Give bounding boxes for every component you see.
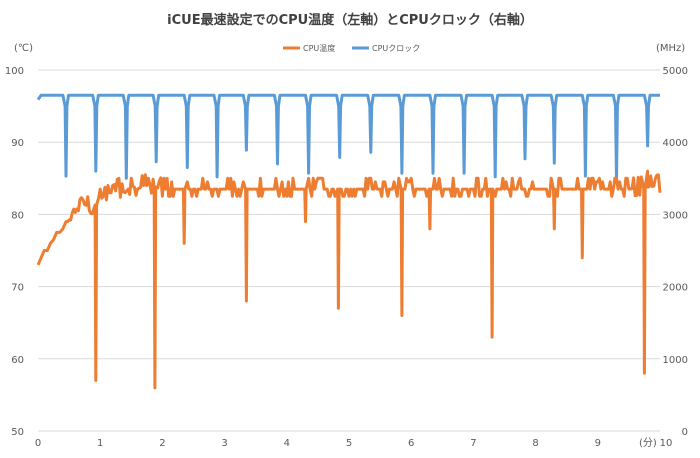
x-tick-label: 10	[660, 438, 673, 449]
legend-label-cpu-temp: CPU温度	[303, 43, 335, 53]
x-tick-label: 8	[532, 438, 538, 449]
y-left-unit-label: (℃)	[14, 43, 33, 54]
series-line-cpu-clock	[36, 93, 660, 182]
y-left-tick-label: 50	[11, 427, 24, 438]
y-right-tick-label: 4000	[663, 138, 688, 149]
x-tick-label: 0	[35, 438, 41, 449]
x-tick-label: 4	[284, 438, 290, 449]
legend: CPU温度 CPUクロック	[283, 43, 420, 53]
x-tick-label: 3	[221, 438, 227, 449]
x-tick-label: 2	[159, 438, 165, 449]
y-right-tick-label: 3000	[663, 210, 688, 221]
x-tick-labels: 0 1 2 3 4 5 6 7 8 9 10	[35, 438, 673, 449]
series-layer	[36, 93, 662, 390]
x-tick-label: 5	[346, 438, 352, 449]
y-right-tick-label: 5000	[663, 66, 688, 77]
y-right-tick-label: 0	[682, 427, 688, 438]
gridlines	[38, 69, 660, 432]
y-right-tick-label: 2000	[663, 283, 688, 294]
y-right-tick-label: 1000	[663, 355, 688, 366]
x-tick-label: 6	[408, 438, 414, 449]
legend-label-cpu-clock: CPUクロック	[372, 44, 420, 53]
y-left-tick-label: 70	[11, 283, 24, 294]
y-right-unit-label: (MHz)	[656, 43, 685, 54]
y-left-tick-label: 60	[11, 355, 24, 366]
x-unit-label: (分)	[639, 437, 657, 449]
y-left-tick-labels: 50 60 70 80 90 100	[5, 66, 24, 438]
y-left-tick-label: 100	[5, 66, 24, 77]
x-tick-label: 9	[595, 438, 601, 449]
series-line-cpu-temp	[36, 169, 662, 390]
chart-title: iCUE最速設定でのCPU温度（左軸）とCPUクロック（右軸）	[167, 12, 533, 28]
y-left-tick-label: 80	[11, 210, 24, 221]
x-tick-label: 1	[97, 438, 103, 449]
y-right-tick-labels: 0 1000 2000 3000 4000 5000	[663, 66, 688, 438]
y-left-tick-label: 90	[11, 138, 24, 149]
x-tick-label: 7	[470, 438, 476, 449]
